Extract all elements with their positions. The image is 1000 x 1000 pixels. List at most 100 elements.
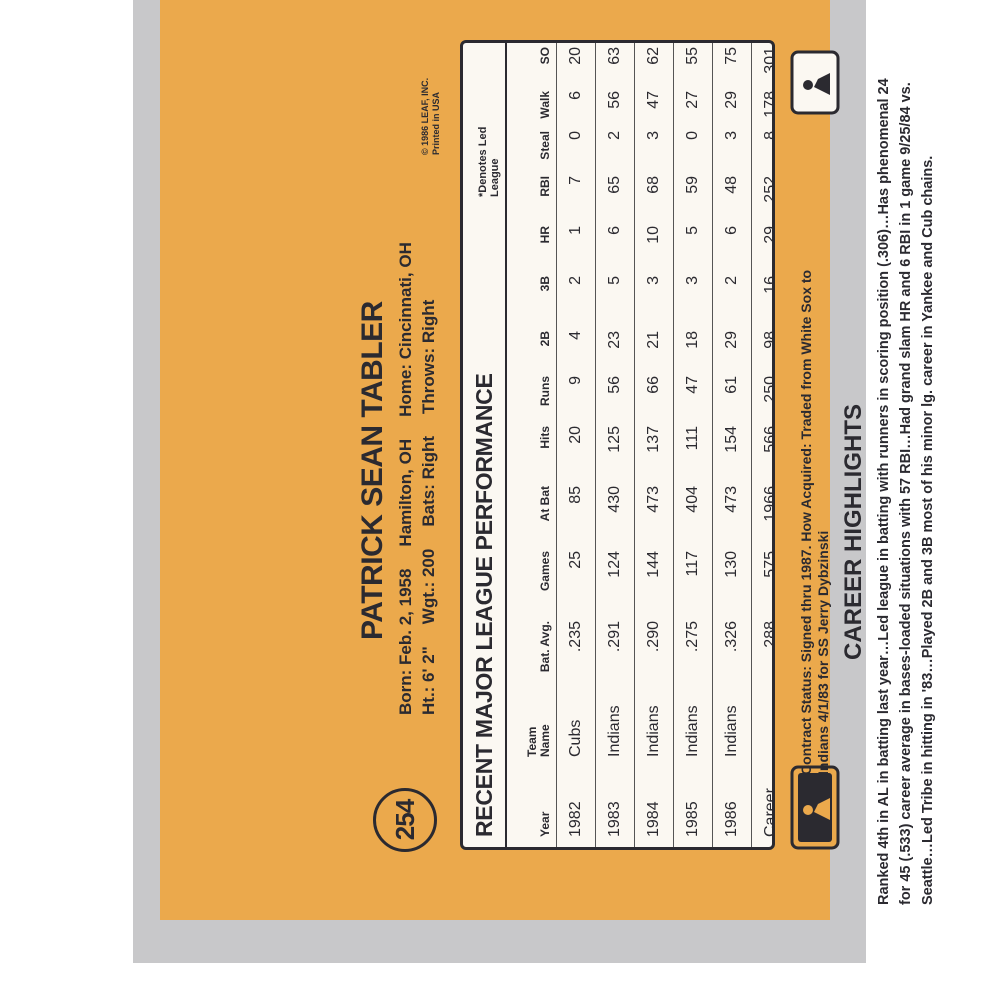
stats-cell: 3	[712, 127, 752, 172]
stats-row: 1982 Cubs .235 25 85 20 9 4 2 1 7 0 6 20	[556, 43, 596, 847]
stats-cell: 8	[751, 127, 790, 172]
bio-item: Ht.: 6' 2"	[419, 646, 438, 715]
stats-cell: 1	[556, 222, 596, 272]
stats-cell: 1966	[751, 482, 790, 547]
column-header: Games	[506, 547, 557, 617]
column-header: 3B	[506, 272, 557, 327]
stats-cell: 56	[595, 87, 635, 127]
stats-cell: 29	[712, 327, 752, 372]
stats-cell: .326	[712, 617, 752, 687]
column-header: Bat. Avg.	[506, 617, 557, 687]
stats-cell: 16	[751, 272, 790, 327]
copyright-line: © 1986 LEAF, INC.	[420, 77, 430, 155]
stats-row: Career .288 575 1966 566 250 98 16 29 252 8 178 301	[751, 43, 790, 847]
stats-cell: .235	[556, 617, 596, 687]
stats-cell: 125	[595, 422, 635, 482]
stats-cell: 98	[751, 327, 790, 372]
bio-item: Born: Feb. 2, 1958	[396, 568, 415, 715]
bio-item: Throws: Right	[419, 299, 438, 414]
stats-cell: 4	[556, 327, 596, 372]
stats-cell: Indians	[634, 687, 674, 767]
copyright-line: Printed in USA	[431, 91, 441, 155]
stats-cell: .275	[673, 617, 713, 687]
highlights-title: CAREER HIGHLIGHTS	[840, 403, 867, 660]
column-header: Steal	[506, 127, 557, 172]
bio-item: Bats: Right	[419, 435, 438, 527]
stats-cell: 61	[712, 372, 752, 422]
stats-cell: 29	[712, 87, 752, 127]
stats-cell: 130	[712, 547, 752, 617]
mlb-logo	[790, 765, 840, 850]
table-note: *Denotes Led League	[477, 126, 501, 197]
stats-cell: 301	[751, 43, 790, 87]
stats-cell: 1984	[634, 767, 674, 847]
stats-cell: 3	[673, 272, 713, 327]
bio-item: Home: Cincinnati, OH	[396, 242, 415, 417]
stats-cell: 68	[634, 172, 674, 222]
stats-row: 1984 Indians .290 144 473 137 66 21 3 10 68 3 47 62	[634, 43, 674, 847]
stats-cell: 7	[556, 172, 596, 222]
stats-cell	[751, 687, 790, 767]
stats-cell: 2	[556, 272, 596, 327]
stats-cell: 27	[673, 87, 713, 127]
stats-cell: 6	[712, 222, 752, 272]
stats-cell: Career	[751, 767, 790, 847]
stats-cell: 124	[595, 547, 635, 617]
stats-cell: 6	[556, 87, 596, 127]
stats-cell: 18	[673, 327, 713, 372]
card: 254 PATRICK SEAN TABLER Born: Feb. 2, 19…	[160, 0, 936, 920]
stats-cell: 63	[595, 43, 635, 87]
stats-cell: 0	[673, 127, 713, 172]
stats-cell: Cubs	[556, 687, 596, 767]
table-title: RECENT MAJOR LEAGUE PERFORMANCE	[471, 373, 497, 837]
card-number: 254	[373, 788, 437, 852]
stats-cell: Indians	[673, 687, 713, 767]
stats-cell: 2	[595, 127, 635, 172]
stats-cell: 66	[634, 372, 674, 422]
stats-cell: 1983	[595, 767, 635, 847]
stats-cell: 137	[634, 422, 674, 482]
stats-cell: 6	[595, 222, 635, 272]
bio-item: Wgt.: 200	[419, 548, 438, 625]
stats-cell: 144	[634, 547, 674, 617]
stats-cell: 56	[595, 372, 635, 422]
stats-cell: 2	[712, 272, 752, 327]
stats-cell: 20	[556, 422, 596, 482]
stats-cell: 3	[634, 127, 674, 172]
stats-cell: 473	[712, 482, 752, 547]
stats-cell: .291	[595, 617, 635, 687]
card-content: 254 PATRICK SEAN TABLER Born: Feb. 2, 19…	[320, 0, 990, 920]
stats-cell: 20	[556, 43, 596, 87]
stats-cell: 404	[673, 482, 713, 547]
stats-box: RECENT MAJOR LEAGUE PERFORMANCE *Denotes…	[460, 40, 790, 850]
stats-cell: 48	[712, 172, 752, 222]
stats-cell: 55	[673, 43, 713, 87]
stats-cell: 117	[673, 547, 713, 617]
copyright: © 1986 LEAF, INC. Printed in USA	[420, 78, 442, 155]
stats-cell: 9	[556, 372, 596, 422]
stats-cell: 85	[556, 482, 596, 547]
stats-row: 1985 Indians .275 117 404 111 47 18 3 5 59 0 27 55	[673, 43, 713, 847]
stats-cell: 0	[556, 127, 596, 172]
column-header: At Bat	[506, 482, 557, 547]
stats-cell: Indians	[712, 687, 752, 767]
stats-cell: 1986	[712, 767, 752, 847]
column-header: Walk	[506, 87, 557, 127]
bio-line: Born: Feb. 2, 1958 Hamilton, OH Home: Cinc…	[396, 220, 416, 715]
bio-item: Hamilton, OH	[396, 438, 415, 547]
stats-cell: 3	[634, 272, 674, 327]
column-header: Hits	[506, 422, 557, 482]
stats-cell: 566	[751, 422, 790, 482]
header-row: Year Team Name Bat. Avg. Games At Bat Hits Run…	[506, 43, 557, 847]
stats-row: 1986 Indians .326 130 473 154 61 29 2 6 48 3 29 75	[712, 43, 752, 847]
mlb-logo	[790, 50, 840, 115]
stats-cell: 178	[751, 87, 790, 127]
stats-cell: 5	[673, 222, 713, 272]
stats-cell: 21	[634, 327, 674, 372]
column-header: SO	[506, 43, 557, 87]
stats-cell: 1982	[556, 767, 596, 847]
player-name: PATRICK SEAN TABLER	[356, 301, 389, 640]
bio-line: Ht.: 6' 2" Wgt.: 200 Bats: Right Throws: Ri…	[419, 278, 439, 715]
stats-cell: 29	[751, 222, 790, 272]
stats-cell: 10	[634, 222, 674, 272]
